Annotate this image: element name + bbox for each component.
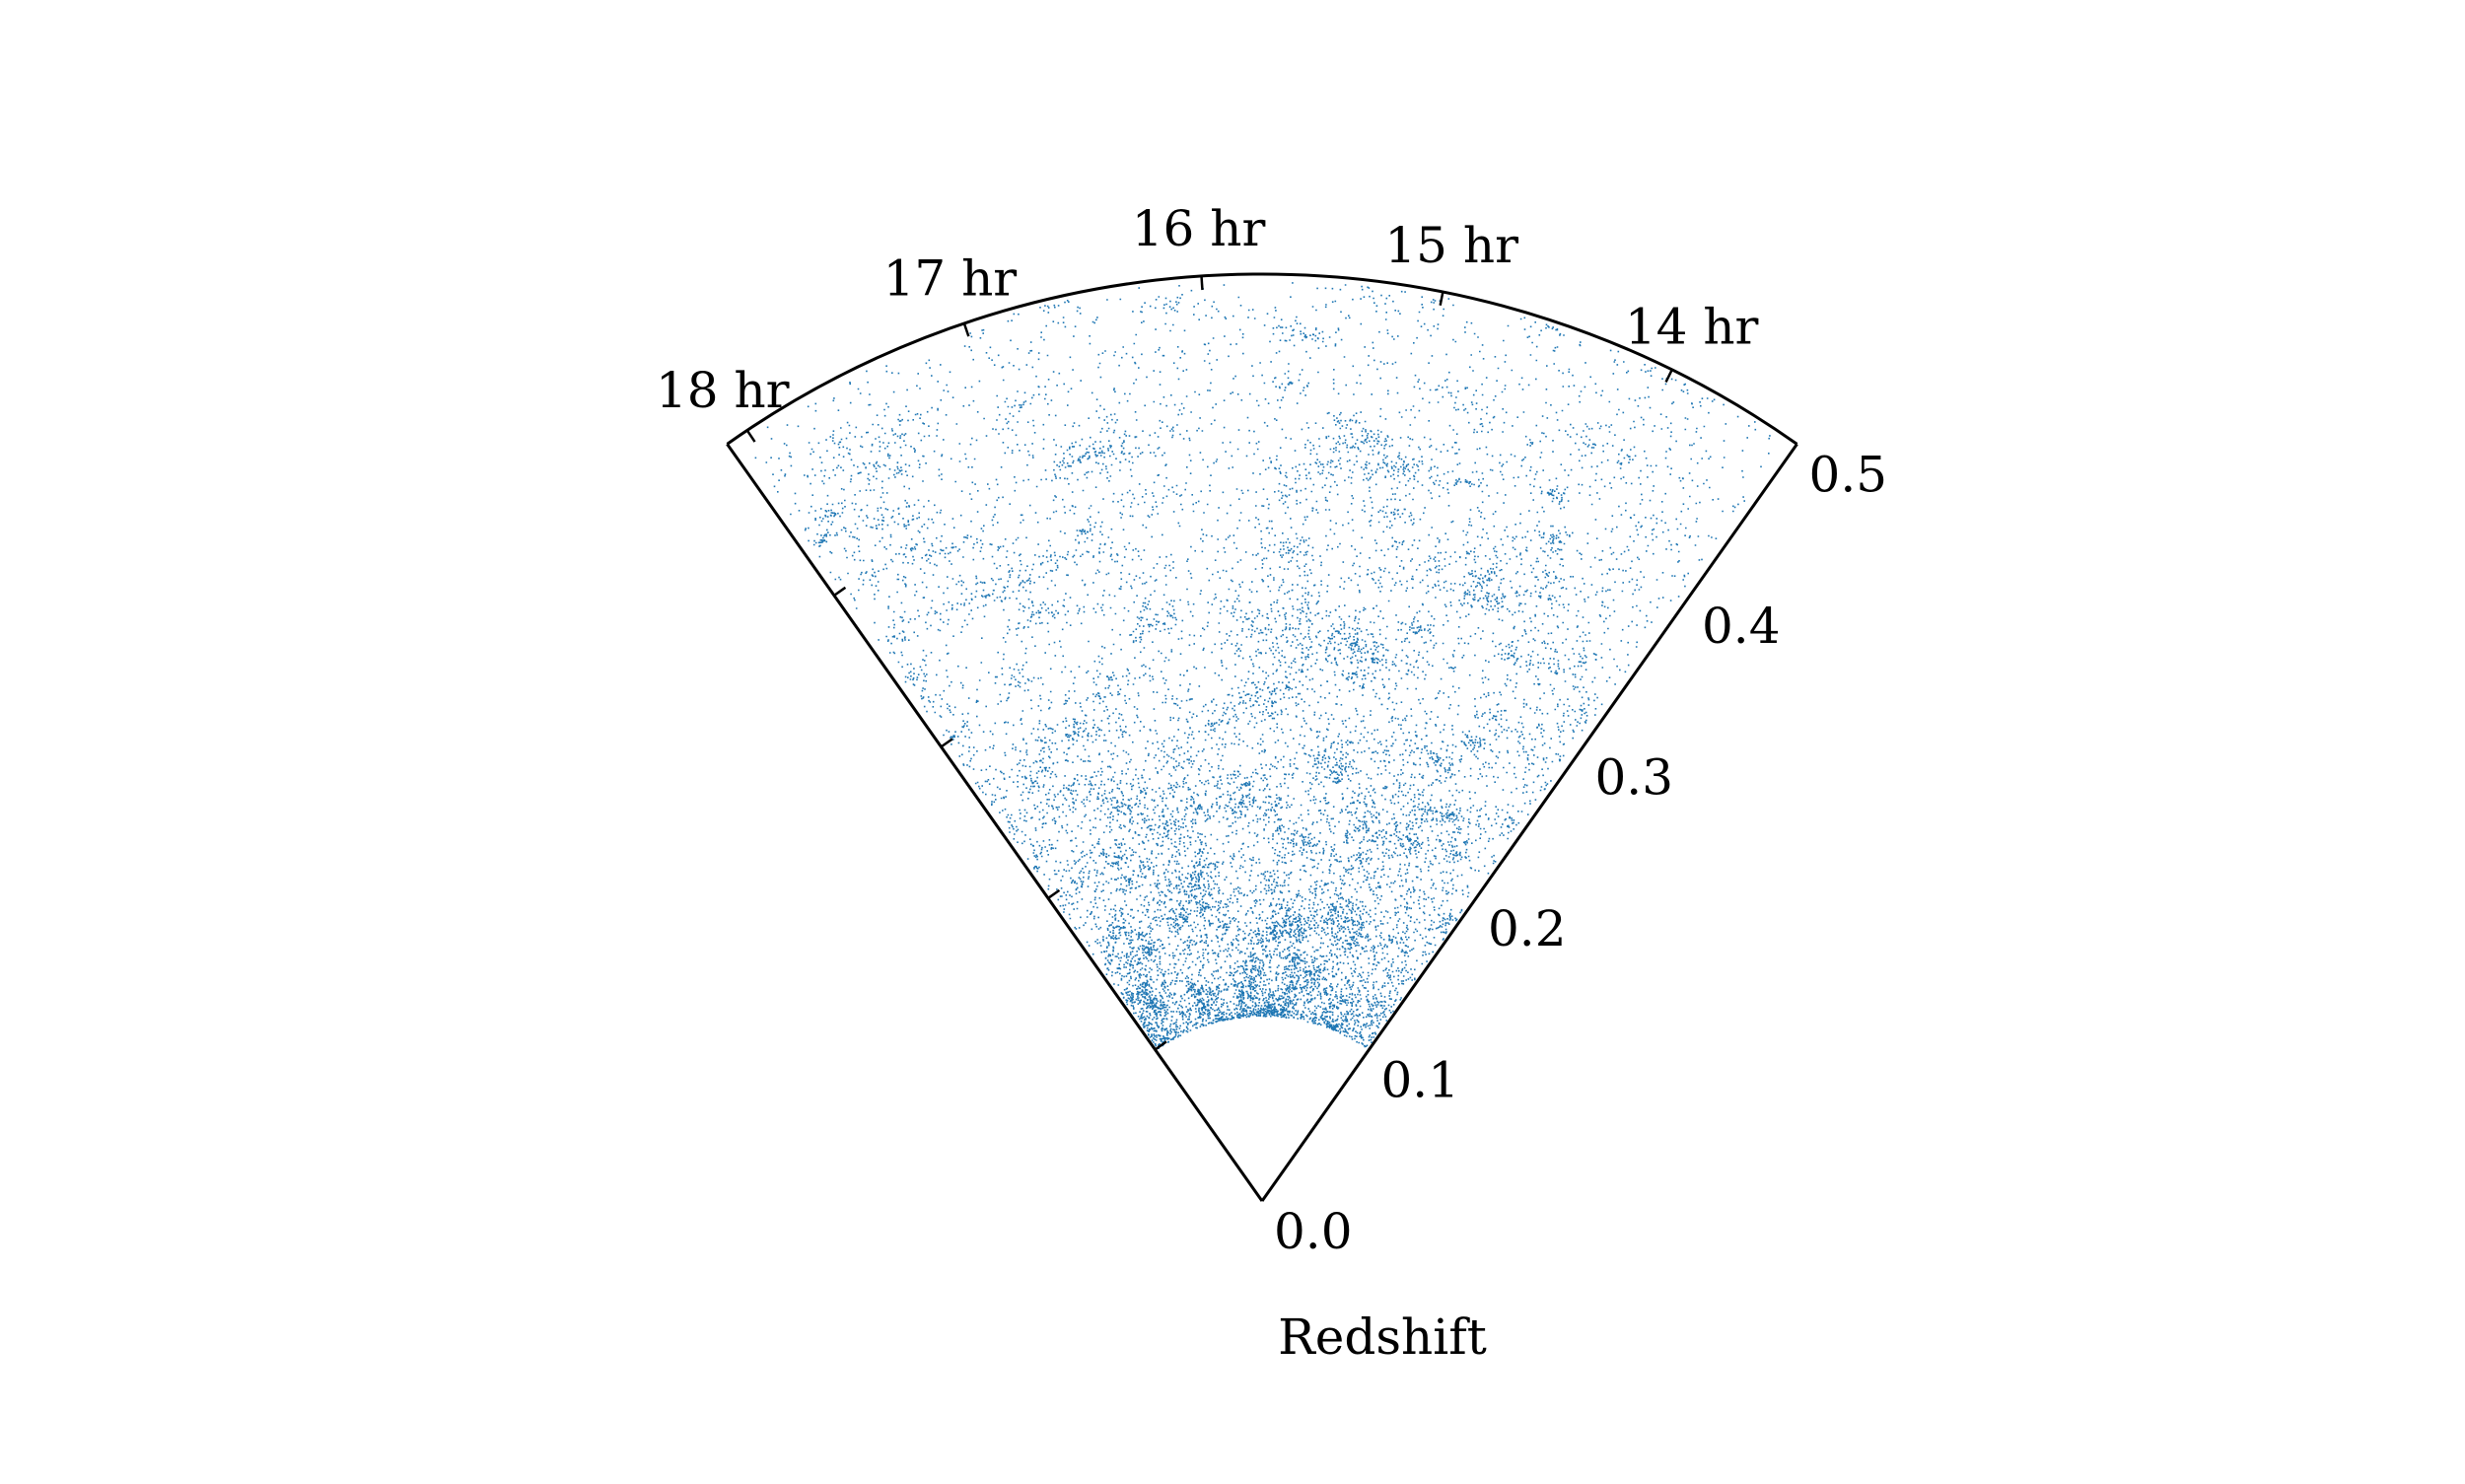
ra-tick-15 <box>1439 291 1444 307</box>
redshift-tick-label: 0.3 <box>1595 748 1674 806</box>
redshift-tick-0.2 <box>1047 888 1061 899</box>
right-edge <box>1260 443 1798 1202</box>
redshift-tick-0.3 <box>940 738 953 748</box>
redshift-tick-label: 0.5 <box>1809 446 1888 503</box>
ra-tick-label: 18 hr <box>656 362 790 419</box>
ra-tick-17 <box>962 322 970 337</box>
redshift-tick-label: 0.1 <box>1381 1051 1460 1108</box>
scatter-point-set <box>754 282 1771 1050</box>
ra-tick-label: 16 hr <box>1132 200 1266 257</box>
axis-ticks <box>745 275 1673 1051</box>
left-edge <box>726 443 1264 1202</box>
outer-arc <box>726 272 1798 446</box>
ra-tick-label: 15 hr <box>1384 217 1518 274</box>
redshift-tick-0.1 <box>1154 1040 1167 1051</box>
redshift-tick-label: 0.0 <box>1274 1203 1353 1260</box>
redshift-tick-label: 0.2 <box>1488 900 1567 957</box>
ra-tick-label: 17 hr <box>883 249 1018 307</box>
redshift-tick-label: 0.4 <box>1702 598 1781 655</box>
ra-tick-14 <box>1664 369 1673 384</box>
ra-tick-18 <box>745 429 756 443</box>
axis-tick-labels: 14 hr 15 hr 16 hr 17 hr 18 hr 0.0 0.1 0.2 0.3 0.4… <box>656 200 1887 1260</box>
scatter-points <box>754 282 1771 1050</box>
ra-tick-16 <box>1200 275 1204 291</box>
wedge-frame <box>726 272 1798 1202</box>
radial-axis-title: Redshift <box>1278 1308 1487 1366</box>
redshift-tick-0.4 <box>833 586 847 597</box>
ra-tick-label: 14 hr <box>1625 299 1759 356</box>
